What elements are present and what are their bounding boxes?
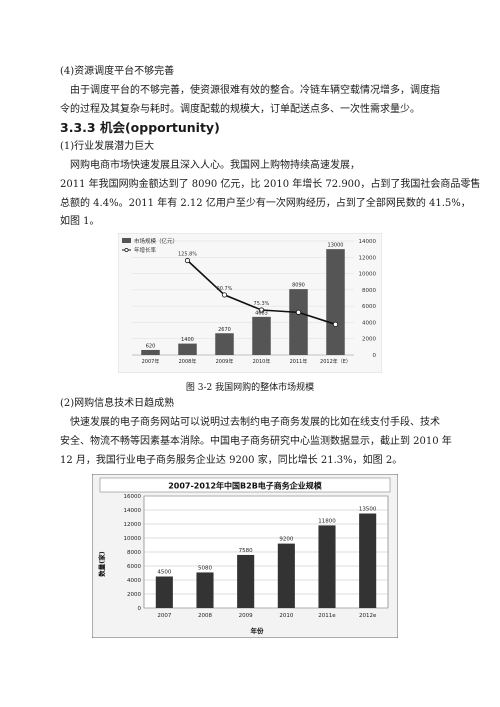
legend-bar-swatch [122,238,131,243]
bar-value-label: 620 [146,343,156,349]
x-tick-label: 2009年 [216,358,234,365]
bar-value-label: 4500 [157,570,171,576]
bar [277,543,295,608]
bar [215,333,234,355]
figure-caption: 图 3-2 我国网购的整体市场规模 [185,383,315,393]
para-body-line: 由于调度平台的不够完善，使资源很难有效的整合。冷链车辆空载情况增多，调度指 [70,85,440,96]
para-body-line: 如图 1。 [60,216,100,227]
bar [237,554,255,608]
x-tick-label: 2010 [279,613,293,619]
y-axis-label: 数量(家) [97,551,106,576]
legend-bar-label: 市场规模（亿元） [134,237,178,245]
bar [178,343,197,355]
y-tick-label: 12000 [124,522,142,528]
y-tick-label: 2000 [127,592,141,598]
y-tick-label: 10000 [124,536,142,542]
section-title: 3.3.3 机会(opportunity) [60,120,220,135]
bar [359,513,377,608]
figure-b2b-enterprise-chart: 2007-2012年中国B2B电子商务企业规模 0 2000 4000 6000 800… [92,474,398,638]
bar [141,349,160,355]
para-body-line: 12 月，我国行业电子商务服务企业达 9200 家，同比增长 21.3%，如图 … [60,455,403,466]
para-heading-industry-potential: (1)行业发展潜力巨大 [60,141,155,152]
y-tick-label: 2000 [362,337,376,343]
y-tick-label: 14000 [124,508,142,514]
growth-label: 125.8% [178,252,197,258]
growth-label: 75.3% [254,301,270,307]
growth-point [221,292,228,298]
y-tick-label: 12000 [359,255,377,261]
bar [196,572,214,608]
para-body-line: 总额的 4.4%。2011 年有 2.12 亿用户至少有一次网购经历，占到了全部… [60,198,471,209]
bar-value-label: 8090 [292,283,305,289]
x-tick-label: 2010年 [253,358,271,365]
x-tick-label: 2012年（E） [320,358,351,365]
bar-value-label: 4683 [255,310,268,316]
legend-line-marker [124,248,129,252]
bar-value-label: 7580 [239,548,253,554]
x-tick-label: 2011年 [290,358,308,365]
chart-title: 2007-2012年中国B2B电子商务企业规模 [168,481,323,491]
y-tick-label: 4000 [362,320,376,326]
x-tick-label: 2007 [157,613,171,619]
chart-title-box [99,477,391,493]
para-body-line: 网购电商市场快速发展且深入人心。我国网上购物持续高速发展， [70,160,360,171]
bar [326,249,345,355]
bar [155,576,173,608]
bar [318,525,336,608]
bar [289,289,308,355]
bar-value-label: 9200 [279,537,293,543]
figure-online-shopping-market-chart: 0 2000 4000 6000 8000 10000 12000 14000 620 2007年… [118,233,382,373]
bar-value-label: 1400 [181,337,194,343]
y-tick-label: 8000 [127,550,141,556]
y-tick-label: 4000 [127,578,141,584]
y-tick-label: 0 [373,353,377,359]
x-tick-label: 2007年 [142,358,160,365]
x-tick-label: 2012e [359,613,377,619]
y-tick-label: 6000 [127,564,141,570]
x-tick-label: 2011e [318,613,336,619]
x-tick-label: 2008年 [179,358,197,365]
legend-line-label: 年增长率 [134,246,157,254]
bar [252,316,271,355]
bar-value-label: 13500 [359,507,377,513]
growth-point [295,309,302,315]
bar-value-label: 11800 [318,518,336,524]
para-heading-tech-maturity: (2)网购信息技术日趋成熟 [60,398,175,409]
y-tick-label: 16000 [124,494,142,500]
y-tick-label: 6000 [362,304,376,310]
y-tick-label: 0 [138,606,142,612]
growth-label: 90.7% [217,286,233,292]
bar-value-label: 13000 [328,243,344,249]
x-tick-label: 2009 [239,613,253,619]
para-body-line: 安全、物流不畅等因素基本消除。中国电子商务研究中心监测数据显示，截止到 2010… [60,436,452,447]
x-axis-label: 年份 [251,626,265,635]
x-tick-label: 2008 [198,613,212,619]
para-body-line: 令的过程及其复杂与耗时。调度配载的规模大，订单配送点多、一次性需求量少。 [60,104,420,115]
para-body-line: 2011 年我国网购金额达到了 8090 亿元，比 2010 年增长 72.90… [60,179,481,190]
bar-value-label: 2670 [218,327,231,333]
growth-point [332,321,339,327]
para-body-line: 快速发展的电子商务网站可以说明过去制约电子商务发展的比如在线支付手段、技术 [70,417,440,428]
y-tick-label: 8000 [362,288,376,294]
bar-value-label: 5080 [198,565,212,571]
growth-point [258,307,265,313]
growth-point [184,257,191,264]
y-tick-label: 14000 [359,239,377,245]
y-tick-label: 10000 [359,272,377,278]
para-heading-resource-scheduling: (4)资源调度平台不够完善 [60,66,175,77]
